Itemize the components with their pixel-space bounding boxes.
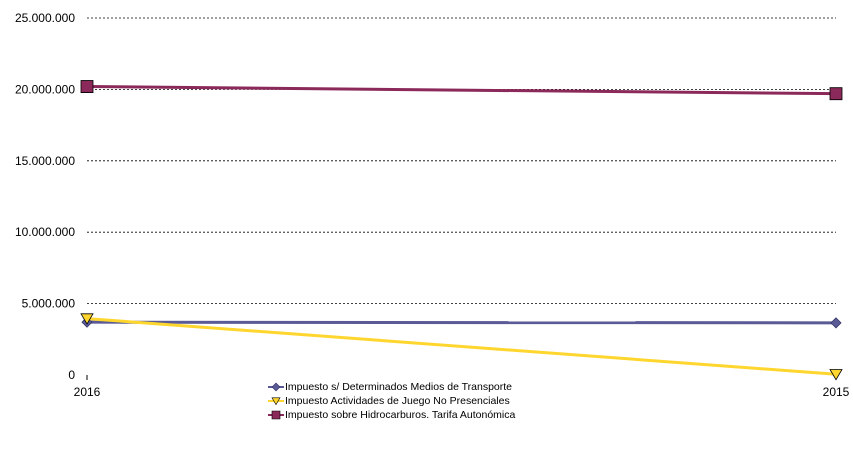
- series-lines: [80, 80, 843, 381]
- series-line: [86, 320, 837, 325]
- y-tick-label: 10.000.000: [15, 225, 75, 239]
- y-tick-label: 25.000.000: [15, 11, 75, 25]
- legend-item: Impuesto Actividades de Juego No Presenc…: [268, 395, 528, 407]
- y-tick-label: 20.000.000: [15, 82, 75, 96]
- legend-item: Impuesto s/ Determinados Medios de Trans…: [268, 381, 528, 393]
- series-line: [86, 317, 837, 376]
- gridlines: [87, 17, 836, 305]
- legend-label: Impuesto s/ Determinados Medios de Trans…: [285, 381, 513, 393]
- y-tick-label: 5.000.000: [22, 297, 76, 311]
- legend-label: Impuesto Actividades de Juego No Presenc…: [285, 395, 510, 407]
- data-point: [830, 317, 842, 329]
- data-point: [829, 369, 843, 381]
- series-line: [86, 85, 837, 96]
- data-point: [829, 87, 843, 101]
- y-axis-tick-labels: 0 5.000.000 10.000.000 15.000.000 20.000.000…: [15, 11, 75, 382]
- x-axis-tick-labels: 2016 2015: [74, 375, 850, 399]
- x-tick-label: 2015: [823, 385, 850, 399]
- legend-marker-icon: [268, 410, 284, 420]
- series-impuesto-s-determinados-medios-de-transporte: [81, 316, 842, 329]
- legend-marker-icon: [268, 397, 284, 406]
- legend-item: Impuesto sobre Hidrocarburos. Tarifa Aut…: [268, 409, 528, 421]
- legend: Impuesto s/ Determinados Medios de Trans…: [268, 381, 528, 423]
- legend-marker-icon: [268, 382, 284, 392]
- legend-label: Impuesto sobre Hidrocarburos. Tarifa Aut…: [285, 409, 516, 421]
- data-point: [80, 313, 94, 325]
- y-tick-label: 0: [68, 368, 75, 382]
- y-tick-label: 15.000.000: [15, 154, 75, 168]
- series-impuesto-actividades-de-juego-no-presenciales: [80, 313, 843, 381]
- x-tick-label: 2016: [74, 385, 101, 399]
- series-impuesto-sobre-hidrocarburos-tarifa-autonomica: [80, 80, 843, 101]
- data-point: [80, 80, 94, 93]
